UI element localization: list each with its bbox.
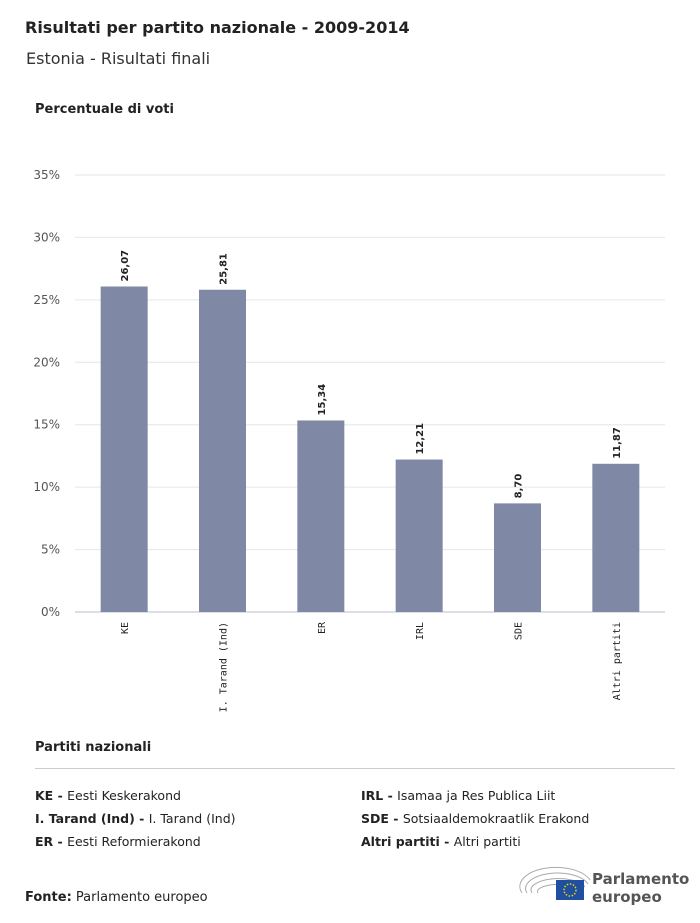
x-tick-label: I. Tarand (Ind) (219, 622, 230, 712)
bar-chart: 0% 5% 10% 15% 20% 25% 30% 35% 26,07 KE 25,81 I. Tar… (33, 168, 665, 712)
data-label: 11,87 (612, 427, 623, 459)
legend-abbr: KE - (35, 788, 68, 803)
chart-title: Risultati per partito nazionale - 2009-2… (25, 18, 410, 37)
x-tick-label: SDE (514, 622, 525, 640)
legend-item: IRL - Isamaa ja Res Publica Liit (361, 788, 555, 803)
legend-abbr: Altri partiti - (361, 834, 454, 849)
x-tick-label: IRL (415, 622, 426, 640)
y-tick-label: 20% (33, 355, 60, 369)
x-tick-label: Altri partiti (612, 622, 623, 700)
bar (592, 463, 640, 612)
legend-item: ER - Eesti Reformierakond (35, 834, 201, 849)
legend-divider (35, 768, 675, 769)
data-label: 8,70 (514, 474, 525, 499)
legend-abbr: IRL - (361, 788, 398, 803)
legend-name: Isamaa ja Res Publica Liit (397, 788, 556, 803)
bar (199, 289, 246, 612)
bar (395, 459, 443, 612)
data-label: 12,21 (415, 423, 426, 455)
logo-text: Parlamento europeo (592, 870, 689, 906)
legend-name: Eesti Reformierakond (67, 834, 201, 849)
chart-subtitle: Estonia - Risultati finali (26, 49, 211, 68)
legend-abbr: SDE - (361, 811, 403, 826)
bar (494, 503, 541, 612)
logo-line1: Parlamento (592, 870, 690, 888)
y-tick-label: 15% (33, 418, 60, 432)
bar (297, 420, 345, 612)
legend-abbr: ER - (35, 834, 68, 849)
y-tick-label: 0% (41, 605, 60, 619)
y-tick-label: 35% (33, 168, 60, 182)
legend-item: KE - Eesti Keskerakond (35, 788, 181, 803)
legend-item: I. Tarand (Ind) - I. Tarand (Ind) (35, 811, 236, 826)
legend-abbr: I. Tarand (Ind) - (35, 811, 149, 826)
legend-item: Altri partiti - Altri partiti (361, 834, 521, 849)
y-tick-label: 10% (33, 480, 60, 494)
legend-item: SDE - Sotsiaaldemokraatlik Erakond (361, 811, 589, 826)
x-tick-label: ER (317, 621, 328, 634)
legend-title: Partiti nazionali (35, 740, 152, 755)
legend-name: Sotsiaaldemokraatlik Erakond (402, 811, 590, 826)
legend-name: Eesti Keskerakond (67, 788, 181, 803)
data-label: 26,07 (120, 250, 131, 282)
y-tick-label: 5% (41, 543, 60, 557)
source-label: Fonte: (25, 890, 72, 905)
x-tick-label: KE (120, 622, 131, 634)
y-tick-label: 30% (33, 230, 60, 244)
source-value: Parlamento europeo (75, 890, 208, 905)
data-label: 15,34 (317, 384, 328, 416)
y-tick-label: 25% (33, 293, 60, 307)
legend-name: I. Tarand (Ind) (148, 811, 236, 826)
logo-line2: europeo (592, 888, 662, 906)
data-label: 25,81 (219, 253, 230, 285)
source: Fonte: Parlamento europeo (25, 890, 208, 905)
legend-name: Altri partiti (453, 834, 521, 849)
bar (100, 286, 148, 612)
y-axis-label: Percentuale di voti (35, 102, 174, 117)
